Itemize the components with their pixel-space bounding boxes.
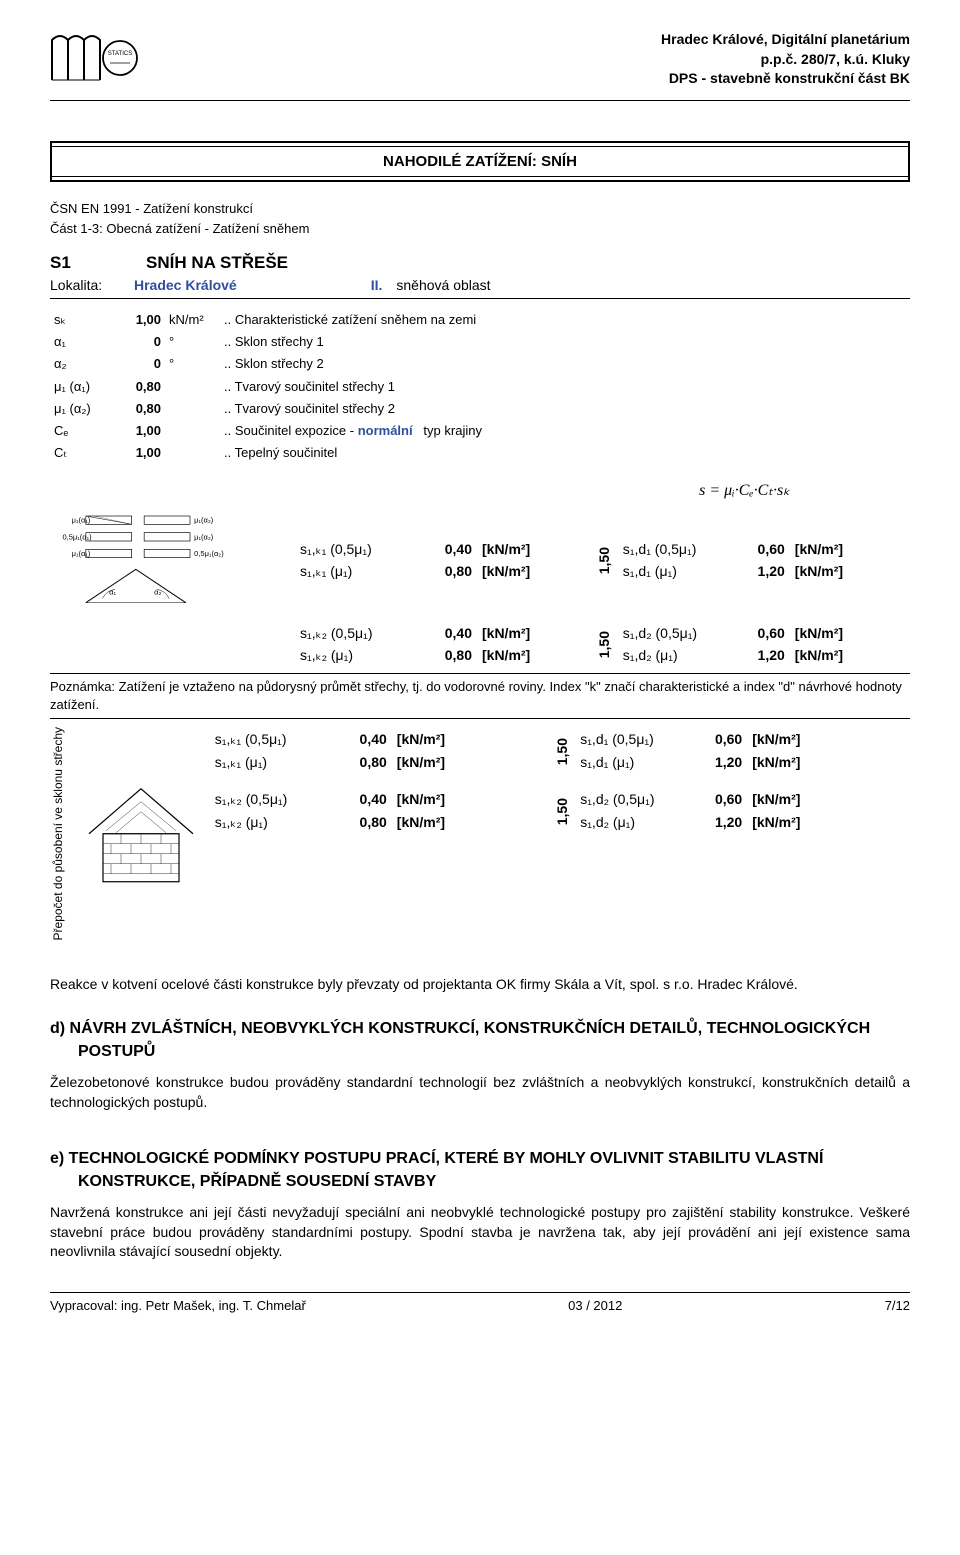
footer: Vypracoval: ing. Petr Mašek, ing. T. Chm… [50, 1292, 910, 1315]
load-row-d: s₁,d₁ (μ₁)1,20[kN/m²] [580, 753, 910, 773]
load-row-d: s₁,d₂ (μ₁)1,20[kN/m²] [580, 813, 910, 833]
section-d-heading: d) NÁVRH ZVLÁŠTNÍCH, NEOBVYKLÝCH KONSTRU… [50, 1018, 910, 1063]
loc-zonetext: sněhová oblast [396, 276, 490, 296]
footer-mid: 03 / 2012 [568, 1297, 622, 1315]
svg-text:μ₁(α₂): μ₁(α₂) [194, 515, 214, 524]
param-row: α₁0°.. Sklon střechy 1 [50, 331, 910, 353]
ratio-value: 1,50 [595, 547, 615, 574]
diagram-block: μ₁(α₁) μ₁(α₂) 0,5μ₁(α₁) μ₁(α₂) μ₁(α₁) 0,… [50, 511, 910, 611]
convert-rows: s₁,ₖ₁ (0,5μ₁)0,40[kN/m²] s₁,ₖ₁ (μ₁)0,80[k… [215, 727, 910, 940]
load-row: s₁,ₖ₁ (0,5μ₁)0,40[kN/m²] [215, 730, 545, 750]
section-e-heading: e) TECHNOLOGICKÉ PODMÍNKY POSTUPU PRACÍ,… [50, 1148, 910, 1193]
footer-left: Vypracoval: ing. Petr Mašek, ing. T. Chm… [50, 1297, 306, 1315]
svg-text:μ₁(α₁): μ₁(α₁) [72, 515, 91, 524]
load-row-d: s₁,d₂ (μ₁)1,20[kN/m²] [623, 646, 910, 666]
section-title-box: NAHODILÉ ZATÍŽENÍ: SNÍH [50, 141, 910, 182]
footer-right: 7/12 [885, 1297, 910, 1315]
svg-text:0,5μ₁(α₂): 0,5μ₁(α₂) [194, 549, 224, 558]
load-row: s₁,ₖ₂ (0,5μ₁)0,40[kN/m²] [300, 624, 587, 644]
standard-ref: ČSN EN 1991 - Zatížení konstrukcí [50, 200, 910, 218]
load-row: s₁,ₖ₂ (μ₁)0,80[kN/m²] [215, 813, 545, 833]
svg-text:μ₁(α₂): μ₁(α₂) [194, 532, 214, 541]
param-row: μ₁ (α₁)0,80.. Tvarový součinitel střechy… [50, 376, 910, 398]
loc-value: Hradec Králové [134, 276, 237, 296]
s1-code: S1 [50, 251, 110, 275]
load-row: s₁,ₖ₂ (μ₁)0,80[kN/m²] [300, 646, 587, 666]
standard-part: Část 1-3: Obecná zatížení - Zatížení sně… [50, 220, 910, 238]
convert-block: Přepočet do působení ve sklonu střechy s… [50, 727, 910, 940]
header-text: Hradec Králové, Digitální planetárium p.… [661, 30, 910, 89]
load-row: s₁,ₖ₁ (μ₁)0,80[kN/m²] [215, 753, 545, 773]
project-line1: Hradec Králové, Digitální planetárium [661, 30, 910, 50]
load-row: s₁,ₖ₂ (0,5μ₁)0,40[kN/m²] [215, 790, 545, 810]
svg-text:0,5μ₁(α₁): 0,5μ₁(α₁) [63, 532, 93, 541]
param-row: Cₜ1,00.. Tepelný součinitel [50, 442, 910, 464]
note-paragraph: Poznámka: Zatížení je vztaženo na půdory… [50, 673, 910, 719]
param-row: sₖ1,00kN/m².. Charakteristické zatížení … [50, 309, 910, 331]
s1-text: SNÍH NA STŘEŠE [146, 251, 288, 275]
group1-rows: s₁,ₖ₁ (0,5μ₁)0,40[kN/m²]s₁,ₖ₁ (μ₁)0,80[k… [300, 537, 910, 585]
load-row-d: s₁,d₁ (0,5μ₁)0,60[kN/m²] [623, 540, 910, 560]
load-diagram: μ₁(α₁) μ₁(α₂) 0,5μ₁(α₁) μ₁(α₂) μ₁(α₁) 0,… [50, 511, 280, 611]
side-text: Přepočet do působení ve sklonu střechy [50, 727, 67, 940]
ratio-value: 1,50 [595, 631, 615, 658]
load-row-d: s₁,d₂ (0,5μ₁)0,60[kN/m²] [623, 624, 910, 644]
loc-label: Lokalita: [50, 276, 120, 296]
ratio-value: 1,50 [553, 738, 573, 765]
project-line3: DPS - stavebně konstrukční část BK [661, 69, 910, 89]
svg-text:α₂: α₂ [154, 587, 161, 596]
param-row: μ₁ (α₂)0,80.. Tvarový součinitel střechy… [50, 398, 910, 420]
group2-rows: s₁,ₖ₂ (0,5μ₁)0,40[kN/m²]s₁,ₖ₂ (μ₁)0,80[k… [300, 621, 910, 669]
formula: s = μᵢ·Cₑ·Cₜ·sₖ [50, 480, 910, 502]
project-line2: p.p.č. 280/7, k.ú. Kluky [661, 50, 910, 70]
param-row: Cₑ1,00.. Součinitel expozice - normální … [50, 420, 910, 442]
logo: STATICS [50, 30, 140, 90]
params-table: sₖ1,00kN/m².. Charakteristické zatížení … [50, 309, 910, 464]
house-icon [81, 727, 201, 940]
section-title: NAHODILÉ ZATÍŽENÍ: SNÍH [383, 153, 577, 170]
ratio-value: 1,50 [553, 798, 573, 825]
reaction-paragraph: Reakce v kotvení ocelové části konstrukc… [50, 975, 910, 995]
section-e-text: Navržená konstrukce ani její části nevyž… [50, 1203, 910, 1262]
load-row: s₁,ₖ₁ (μ₁)0,80[kN/m²] [300, 562, 587, 582]
load-row-d: s₁,d₁ (μ₁)1,20[kN/m²] [623, 562, 910, 582]
locality-row: Lokalita: Hradec Králové II. sněhová obl… [50, 276, 910, 299]
load-row: s₁,ₖ₁ (0,5μ₁)0,40[kN/m²] [300, 540, 587, 560]
load-row-d: s₁,d₁ (0,5μ₁)0,60[kN/m²] [580, 730, 910, 750]
load-row-d: s₁,d₂ (0,5μ₁)0,60[kN/m²] [580, 790, 910, 810]
svg-text:STATICS: STATICS [108, 51, 132, 57]
header-rule [50, 100, 910, 101]
svg-text:α₁: α₁ [109, 587, 116, 596]
page-header: STATICS Hradec Králové, Digitální planet… [50, 30, 910, 90]
loc-zone: II. [371, 276, 383, 296]
s1-row: S1 SNÍH NA STŘEŠE [50, 251, 910, 275]
section-d-text: Železobetonové konstrukce budou prováděn… [50, 1073, 910, 1112]
param-row: α₂0°.. Sklon střechy 2 [50, 353, 910, 375]
svg-text:μ₁(α₁): μ₁(α₁) [72, 549, 91, 558]
